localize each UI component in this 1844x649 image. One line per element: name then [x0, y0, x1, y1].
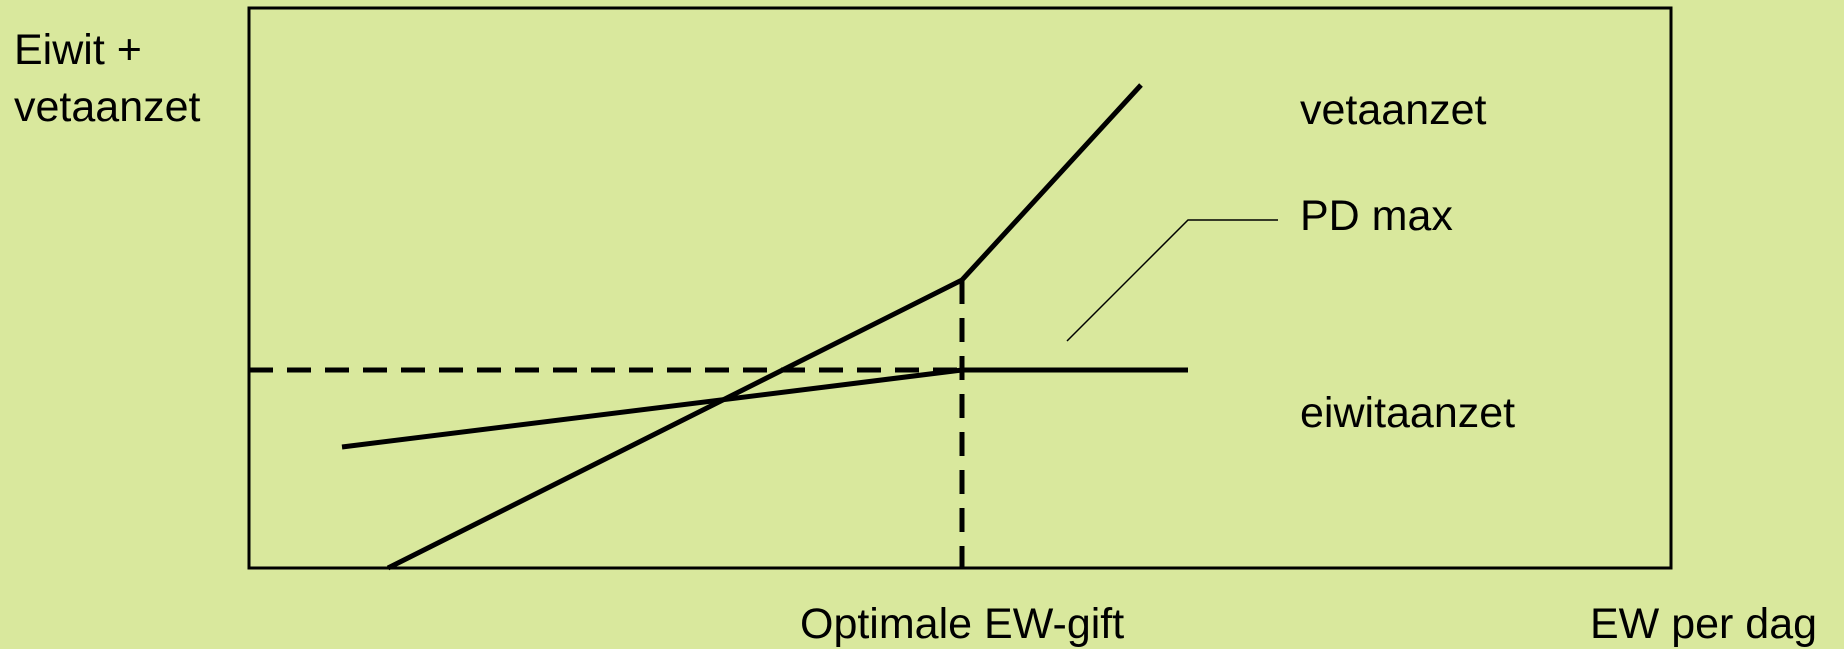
- curve-label: vetaanzet: [1300, 86, 1487, 134]
- y-axis-label: vetaanzet: [14, 83, 201, 131]
- curve-label: PD max: [1300, 192, 1453, 240]
- fat-curve: [386, 83, 1143, 571]
- curve-label: eiwitaanzet: [1300, 389, 1515, 437]
- x-axis-label: EW per dag: [1590, 600, 1817, 648]
- y-axis-label: Eiwit +: [14, 26, 142, 74]
- protein-curve: [341, 367, 1188, 450]
- pd-max-leader: [1066, 219, 1278, 342]
- x-marker-label: Optimale EW-gift: [800, 600, 1124, 648]
